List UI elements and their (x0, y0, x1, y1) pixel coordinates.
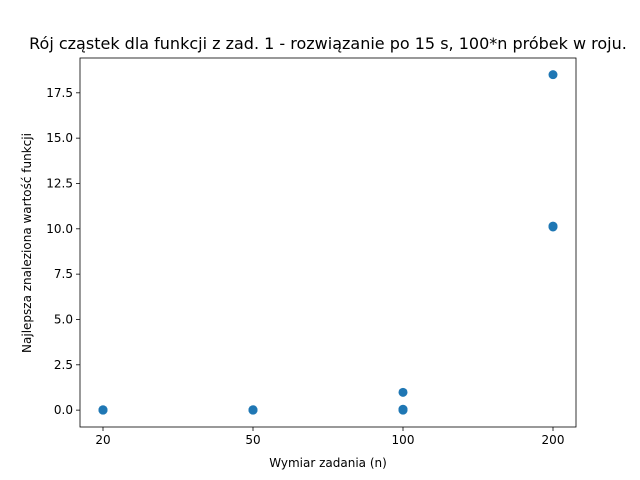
y-tick-label: 7.5 (54, 267, 73, 281)
data-point (248, 405, 258, 415)
data-points (98, 70, 558, 415)
y-axis-label: Najlepsza znaleziona wartość funkcji (20, 133, 34, 353)
x-tick-label: 50 (245, 433, 260, 447)
y-tick-label: 5.0 (54, 312, 73, 326)
y-tick-label: 15.0 (46, 131, 73, 145)
x-axis-ticks: 20 50 100 200 (95, 427, 564, 447)
y-tick-label: 2.5 (54, 358, 73, 372)
chart-title: Rój cząstek dla funkcji z zad. 1 - rozwi… (29, 34, 627, 53)
data-point (548, 221, 558, 231)
data-point (548, 70, 558, 80)
x-tick-label: 200 (542, 433, 565, 447)
data-point (98, 405, 108, 415)
x-axis-label: Wymiar zadania (n) (269, 456, 387, 470)
x-tick-label: 20 (95, 433, 110, 447)
y-tick-label: 0.0 (54, 403, 73, 417)
data-point (398, 387, 408, 397)
y-tick-label: 10.0 (46, 222, 73, 236)
y-tick-label: 17.5 (46, 86, 73, 100)
data-point (398, 404, 408, 414)
y-axis-ticks: 0.0 2.5 5.0 7.5 10.0 12.5 15.0 17.5 (46, 86, 80, 417)
plot-area (79, 57, 577, 428)
x-tick-label: 100 (392, 433, 415, 447)
y-tick-label: 12.5 (46, 176, 73, 190)
